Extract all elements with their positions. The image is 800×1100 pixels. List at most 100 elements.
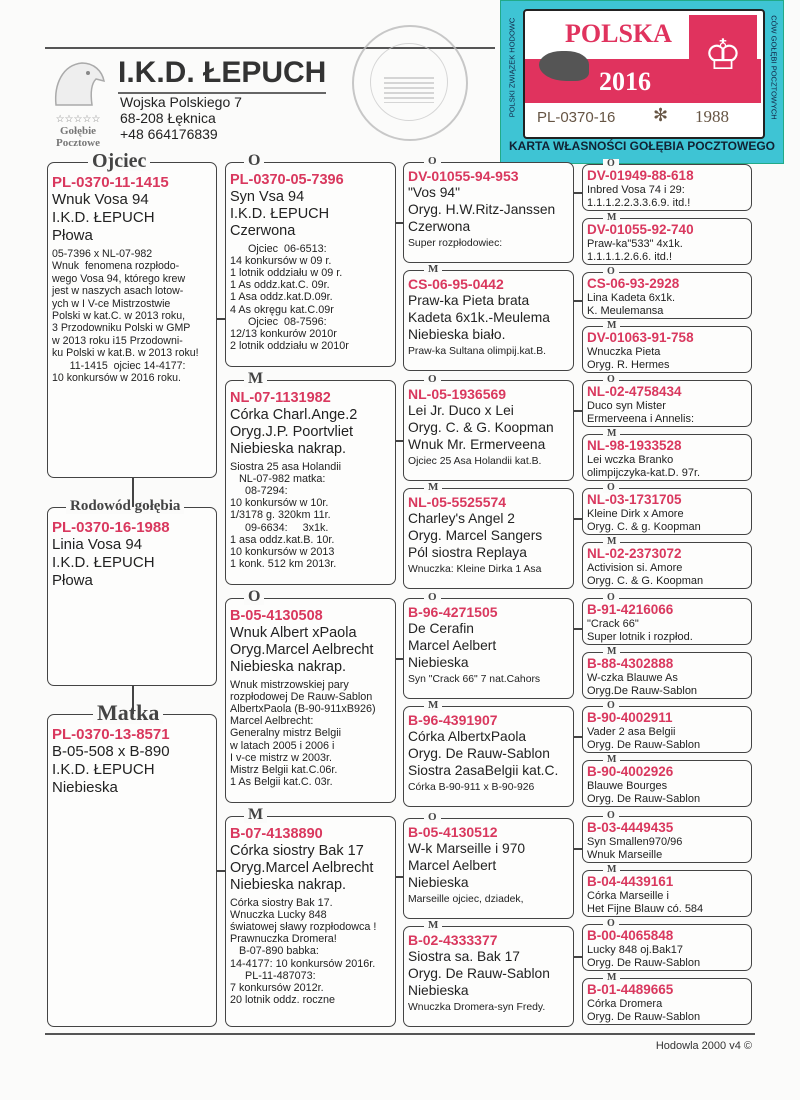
ring-number: PL-0370-05-7396 <box>230 172 344 188</box>
pigeon-info-line: Duco syn Mister <box>587 399 666 412</box>
ring-number: NL-03-1731705 <box>587 492 682 507</box>
parent-label: M <box>603 647 621 657</box>
pigeon-info-line: Marcel Aelbert <box>408 638 497 653</box>
pigeon-info-line: Kleine Dirk x Amore <box>587 507 684 520</box>
address-line: 68-208 Łęknica <box>120 110 216 126</box>
great-great-grandparent-box: O B-00-4065848 Lucky 848 oj.Bak17 Oryg. De … <box>582 919 752 971</box>
grandparent-box: M B-07-4138890 Córka siostry Bak 17 Oryg.Ma… <box>225 807 396 1027</box>
connector <box>574 736 582 738</box>
pigeon-info-line: Oryg. De Rauw-Sablon <box>587 1011 701 1023</box>
pigeon-info-line: Oryg. De Rauw-Sablon <box>408 746 550 761</box>
pigeon-info-line: Czerwona <box>408 219 471 234</box>
great-great-grandparent-box: M B-88-4302888 W-czka Blauwe As Oryg.De Rau… <box>582 647 752 699</box>
pigeon-info-line: I.K.D. ŁEPUCH <box>52 761 155 778</box>
logo: ☆☆☆☆☆ Gołębie Pocztowe <box>44 55 112 155</box>
logo-text: Gołębie <box>59 125 97 137</box>
ring-number: PL-0370-11-1415 <box>52 174 169 191</box>
pigeon-box: Rodowód gołębia PL-0370-16-1988 Linia Vosa… <box>47 499 217 686</box>
ring-number: B-03-4449435 <box>587 820 674 835</box>
pigeon-notes: Super rozpłodowiec: <box>408 238 503 249</box>
pigeon-info-line: olimpijczyka-kat.D. 97r. <box>587 467 701 479</box>
sticker-side-text: CÓW GOŁĘBI POCZTOWYCH <box>769 15 779 120</box>
ring-number: DV-01055-94-953 <box>408 168 519 184</box>
pigeon-info-line: Wnuk Vosa 94 <box>52 191 149 208</box>
ring-number: B-02-4333377 <box>408 932 498 948</box>
great-great-grandparent-box: O B-03-4449435 Syn Smallen970/96 Wnuk Marse… <box>582 811 752 863</box>
parent-label: M <box>603 755 621 765</box>
ring-number: NL-02-4758434 <box>587 384 682 399</box>
pigeon-info-line: 1.1.1.1.2.6.6. itd.! <box>587 251 673 263</box>
pigeon-info-line: Wnuk Albert xPaola <box>230 624 357 641</box>
pigeon-info-line: Charley's Angel 2 <box>408 511 515 526</box>
breeder-stamp <box>352 25 468 141</box>
pigeon-notes: Praw-ka Sultana olimpij.kat.B. <box>408 346 547 357</box>
ring-number: B-90-4002926 <box>587 764 674 779</box>
pigeon-info-line: Siostra sa. Bak 17 <box>408 949 520 964</box>
ring-number: B-88-4302888 <box>587 656 674 671</box>
connector <box>396 658 403 660</box>
pigeon-info-line: Czerwona <box>230 222 296 239</box>
great-great-grandparent-box: O DV-01949-88-618 Inbred Vosa 74 i 29: 1.1.… <box>582 159 752 211</box>
connector <box>574 192 582 194</box>
pigeon-info-line: Oryg. C. & g. Koopman <box>587 521 701 533</box>
pigeon-info-line: Wnuk Mr. Ermerveena <box>408 437 546 452</box>
parent-label: M <box>424 920 443 931</box>
ring-number: B-01-4489665 <box>587 982 674 997</box>
parent-label: M <box>603 213 621 223</box>
pigeon-info-line: Linia Vosa 94 <box>52 536 143 553</box>
pigeon-notes: Wnuczka: Kleine Dirka 1 Asa <box>408 564 542 575</box>
pigeon-info-line: Vader 2 asa Belgii <box>587 725 676 738</box>
footer-rule <box>45 1033 755 1035</box>
parent-label: O <box>603 811 619 821</box>
parent-label: M <box>244 371 268 387</box>
parent-label: O <box>424 374 441 385</box>
pigeon-notes: Ojciec 25 Asa Holandii kat.B. <box>408 456 542 467</box>
pigeon-info-line: Activision si. Amore <box>587 561 683 574</box>
parent-label: O <box>244 153 265 169</box>
pigeon-info-line: Wnuczka Pieta <box>587 345 661 358</box>
parent-label: M <box>603 865 621 875</box>
great-grandparent-box: O DV-01055-94-953 "Vos 94" Oryg. H.W.Ritz-J… <box>403 156 574 263</box>
great-great-grandparent-box: O NL-02-4758434 Duco syn Mister Ermerveena … <box>582 375 752 427</box>
great-great-grandparent-box: O B-90-4002911 Vader 2 asa Belgii Oryg. De … <box>582 701 752 753</box>
pigeon-info-line: Córka siostry Bak 17 <box>230 842 364 859</box>
great-grandparent-box: O B-96-4271505 De Cerafin Marcel Aelbert Nie… <box>403 592 574 699</box>
pigeon-info-line: Het Fijne Blauw có. 584 <box>587 903 704 915</box>
sticker-ring-prefix: PL-0370-16 <box>537 109 616 126</box>
pigeon-info-line: Płowa <box>52 227 93 244</box>
ring-number: NL-98-1933528 <box>587 438 682 453</box>
ring-number: B-90-4002911 <box>587 710 673 725</box>
pigeon-info-line: Blauwe Bourges <box>587 779 668 792</box>
connector <box>574 848 582 850</box>
ring-number: NL-02-2373072 <box>587 546 682 561</box>
pigeon-info-line: Oryg.Marcel Aelbrecht <box>230 859 374 876</box>
pigeon-info-line: B-05-508 x B-890 <box>52 743 170 760</box>
connector <box>574 518 582 520</box>
pigeon-info-line: I.K.D. ŁEPUCH <box>52 554 155 571</box>
ring-number: PL-0370-16-1988 <box>52 519 170 536</box>
parent-label: M <box>603 973 621 983</box>
grandparent-box: O B-05-4130508 Wnuk Albert xPaola Oryg.Marc… <box>225 589 396 803</box>
pigeon-info-line: Niebieska biało. <box>408 327 506 342</box>
great-great-grandparent-box: M DV-01063-91-758 Wnuczka Pieta Oryg. R. He… <box>582 321 752 373</box>
pigeon-notes: Wnuk mistrzowskiej pary rozpłodowej De R… <box>230 678 376 789</box>
ring-number: B-96-4271505 <box>408 604 498 620</box>
ring-number: B-04-4439161 <box>587 874 674 889</box>
pigeon-notes: Syn "Crack 66" 7 nat.Cahors <box>408 674 541 685</box>
pigeon-info-line: "Vos 94" <box>408 185 460 200</box>
great-grandparent-box: O NL-05-1936569 Lei Jr. Duco x Lei Oryg. C.… <box>403 374 574 481</box>
ring-number: B-07-4138890 <box>230 826 323 842</box>
great-great-grandparent-box: M B-90-4002926 Blauwe Bourges Oryg. De Rauw… <box>582 755 752 807</box>
parent-label: Matka <box>93 702 164 724</box>
grandparent-box: O PL-0370-05-7396 Syn Vsa 94 I.K.D. ŁEPUCH C… <box>225 153 396 367</box>
parent-label: M <box>424 482 443 493</box>
pigeon-icon <box>539 51 589 81</box>
parent-label: O <box>603 375 619 385</box>
great-great-grandparent-box: M B-01-4489665 Córka Dromera Oryg. De Rauw-… <box>582 973 752 1025</box>
great-great-grandparent-box: O CS-06-93-2928 Lina Kadeta 6x1k. K. Meulem… <box>582 267 752 319</box>
great-grandparent-box: M NL-05-5525574 Charley's Angel 2 Oryg. Mar… <box>403 482 574 589</box>
pigeon-notes: Córka siostry Bak 17. Wnuczka Lucky 848 … <box>230 896 377 1007</box>
great-grandparent-box: M CS-06-95-0442 Praw-ka Pieta brata Kadeta … <box>403 264 574 371</box>
ring-number: CS-06-95-0442 <box>408 276 504 292</box>
great-great-grandparent-box: O B-91-4216066 "Crack 66" Super lotnik i ro… <box>582 593 752 645</box>
